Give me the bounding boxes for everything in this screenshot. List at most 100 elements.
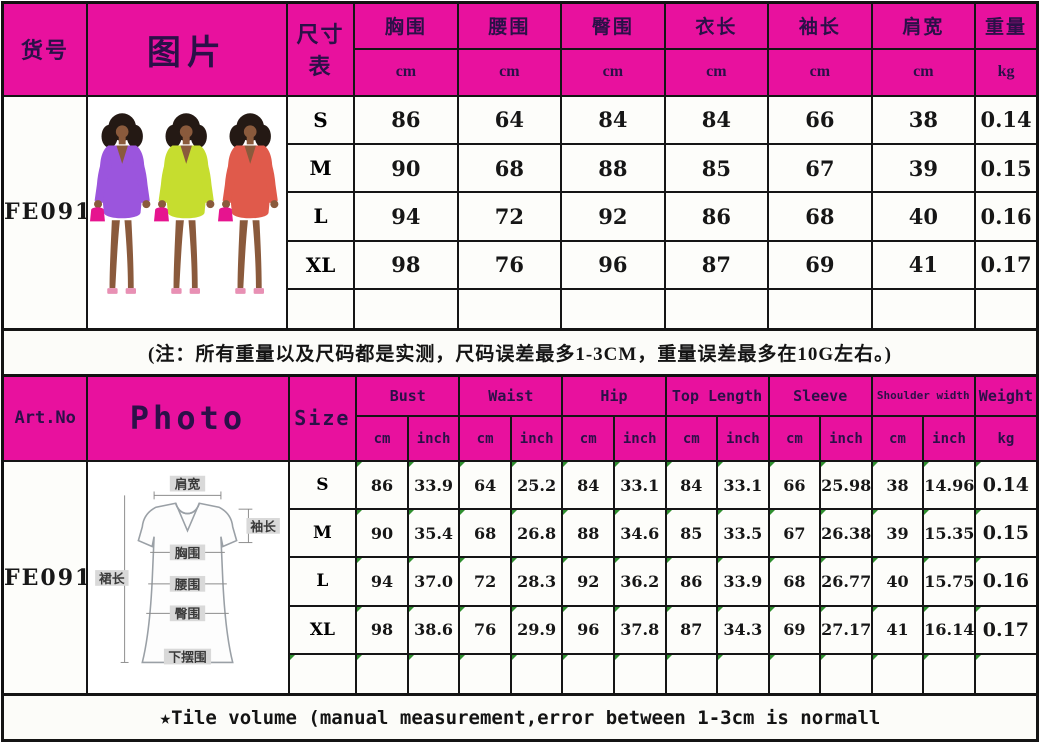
value-cell: 96 — [561, 604, 615, 655]
empty-cell — [716, 652, 770, 696]
empty-cell — [287, 652, 358, 696]
col-header-bust-cn: 胸围 — [353, 1, 459, 50]
value-cell: 66 — [767, 459, 822, 511]
col-header-hip-cn: 臀围 — [560, 1, 666, 50]
empty-cell — [355, 652, 409, 696]
product-photo-illustration — [88, 97, 285, 323]
value-cell: 68 — [458, 508, 512, 559]
sketch-label-length: 裙长 — [100, 571, 126, 586]
size-cell: M — [287, 508, 358, 559]
col-header-sleeve-cn: 袖长 — [767, 1, 873, 50]
col-header-shoulder-cn: 肩宽 — [870, 1, 977, 50]
measurement-note-cn: (注：所有重量以及尺码都是实测，尺码误差最多1-3CM，重量误差最多在10G左右… — [1, 327, 1039, 377]
art-no-header-en: Art.No — [1, 374, 89, 462]
value-cell: 68 — [767, 556, 822, 607]
bottom-size-table: Art.No Photo Size Bust Waist Hip Top Len… — [1, 373, 1039, 696]
value-cell: 39 — [870, 142, 977, 194]
value-cell: 90 — [355, 508, 409, 559]
unit-cell: kg — [974, 47, 1039, 97]
value-cell: 84 — [664, 459, 719, 511]
value-cell: 15.75 — [922, 556, 976, 607]
value-cell: 66 — [767, 94, 873, 145]
value-cell: 0.14 — [973, 459, 1039, 511]
value-cell: 26.38 — [819, 508, 873, 559]
art-no-value: FE091 — [1, 94, 88, 330]
value-cell: 67 — [767, 142, 873, 194]
col-header-hip: Hip — [561, 374, 667, 417]
sketch-label-waist: 腰围 — [174, 577, 201, 592]
size-cell: XL — [285, 239, 356, 291]
value-cell: 86 — [664, 556, 719, 607]
value-cell: 25.98 — [819, 459, 873, 511]
value-cell: 85 — [663, 142, 770, 194]
value-cell: 16.14 — [922, 604, 976, 655]
empty-cell — [458, 652, 512, 696]
empty-cell — [922, 652, 976, 696]
value-cell: 25.2 — [509, 459, 564, 511]
value-cell: 34.6 — [612, 508, 667, 559]
empty-cell — [612, 652, 667, 696]
value-cell: 98 — [355, 604, 409, 655]
value-cell: 27.17 — [819, 604, 873, 655]
value-cell: 37.8 — [612, 604, 667, 655]
value-cell: 33.9 — [716, 556, 770, 607]
col-header-shoulder-width: Shoulder width — [870, 374, 976, 417]
top-size-table: 货号 图片 尺寸表 胸围 腰围 臀围 衣长 袖长 肩宽 重量 cm cm cm … — [1, 1, 1039, 331]
size-cell: L — [285, 191, 356, 242]
empty-cell — [285, 288, 356, 330]
empty-cell — [456, 288, 563, 330]
size-cell: M — [285, 142, 356, 194]
value-cell: 96 — [560, 239, 666, 291]
value-cell: 84 — [560, 94, 666, 145]
unit-cell: inch — [509, 415, 564, 462]
empty-cell — [870, 288, 977, 330]
value-cell: 69 — [767, 239, 873, 291]
value-cell: 15.35 — [922, 508, 976, 559]
value-cell: 0.15 — [973, 508, 1039, 559]
value-cell: 0.14 — [974, 94, 1039, 145]
col-header-length-cn: 衣长 — [663, 1, 770, 50]
empty-cell — [767, 288, 873, 330]
unit-cell: inch — [819, 415, 873, 462]
value-cell: 85 — [664, 508, 719, 559]
size-cell: XL — [287, 604, 358, 655]
value-cell: 64 — [458, 459, 512, 511]
empty-cell — [663, 288, 770, 330]
value-cell: 40 — [870, 556, 925, 607]
empty-cell — [973, 652, 1039, 696]
value-cell: 26.77 — [819, 556, 873, 607]
value-cell: 94 — [355, 556, 409, 607]
value-cell: 14.96 — [922, 459, 976, 511]
value-cell: 84 — [561, 459, 615, 511]
value-cell: 88 — [560, 142, 666, 194]
unit-cell: cm — [353, 47, 459, 97]
value-cell: 94 — [353, 191, 459, 242]
value-cell: 72 — [456, 191, 563, 242]
art-no-header-cn: 货号 — [1, 1, 88, 97]
value-cell: 64 — [456, 94, 563, 145]
unit-cell: inch — [922, 415, 976, 462]
size-cell: S — [287, 459, 358, 511]
empty-cell — [406, 652, 461, 696]
value-cell: 33.1 — [612, 459, 667, 511]
art-no-value: FE091 — [1, 460, 89, 696]
sketch-label-bust: 胸围 — [175, 545, 201, 560]
value-cell: 29.9 — [509, 604, 564, 655]
empty-cell — [870, 652, 925, 696]
empty-cell — [664, 652, 719, 696]
empty-cell — [560, 288, 666, 330]
unit-cell: cm — [458, 415, 512, 462]
unit-cell: cm — [560, 47, 666, 97]
unit-cell: inch — [406, 415, 461, 462]
empty-cell — [353, 288, 459, 330]
value-cell: 0.16 — [974, 191, 1039, 242]
value-cell: 86 — [663, 191, 770, 242]
measurement-note-en: ★Tile volume (manual measurement,error b… — [1, 693, 1039, 742]
size-cell: L — [287, 556, 358, 607]
sketch-label-hem: 下摆围 — [169, 649, 207, 664]
empty-cell — [509, 652, 564, 696]
value-cell: 38.6 — [406, 604, 461, 655]
empty-cell — [767, 652, 822, 696]
empty-cell — [561, 652, 615, 696]
